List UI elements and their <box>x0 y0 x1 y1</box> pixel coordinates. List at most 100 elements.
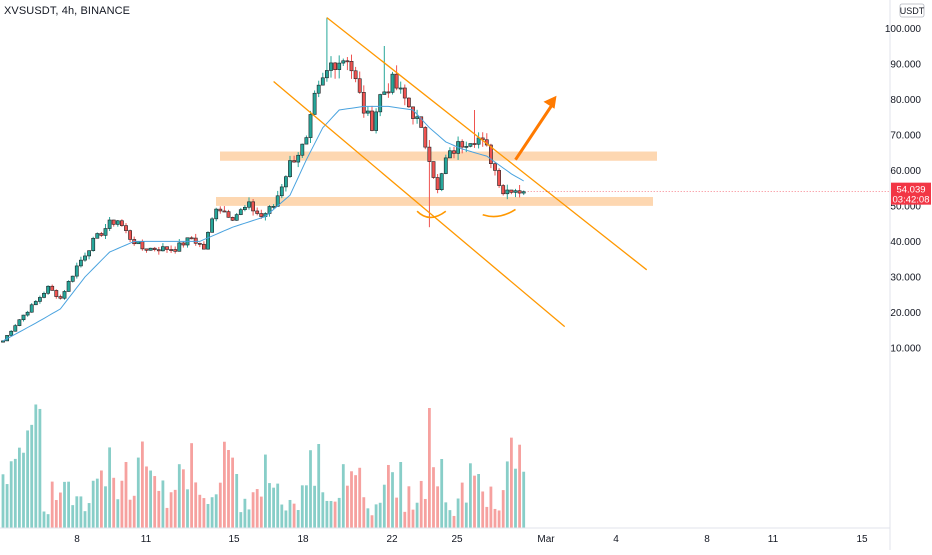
candle <box>497 168 502 188</box>
volume-bar <box>153 476 157 528</box>
candle <box>103 223 108 240</box>
volume-bar <box>317 444 321 528</box>
volume-bar <box>321 492 325 528</box>
volume-bar <box>309 450 312 528</box>
candle <box>197 242 202 248</box>
x-tick-label: 15 <box>856 534 868 545</box>
candle <box>513 188 518 198</box>
candle <box>156 246 161 255</box>
x-tick-label: 4 <box>613 534 619 545</box>
candle <box>308 110 313 143</box>
x-tick-label: 11 <box>768 534 779 545</box>
volume-bar <box>198 494 202 528</box>
volume-bar <box>104 486 107 528</box>
candle <box>312 90 317 115</box>
bottom-curve-2 <box>482 208 516 218</box>
volume-bar <box>514 468 517 528</box>
volume-bar <box>255 489 259 528</box>
candle <box>271 204 276 209</box>
candle <box>70 275 75 283</box>
volume-bar <box>460 482 464 528</box>
candle <box>185 237 190 248</box>
x-tick-label: 8 <box>74 534 80 545</box>
volume-bar <box>149 470 152 528</box>
candle <box>58 294 63 300</box>
volume-bar <box>497 510 501 528</box>
candle <box>394 65 399 91</box>
candle <box>107 216 112 232</box>
volume-bar <box>456 498 460 528</box>
volume-bar <box>214 494 218 528</box>
volume-bar <box>22 452 25 528</box>
candle <box>120 219 124 227</box>
annotation-layer-back <box>216 151 657 206</box>
volume-bar <box>18 447 21 528</box>
volume-bar <box>423 498 427 528</box>
volume-bar <box>124 462 128 528</box>
candle <box>202 241 206 250</box>
volume-bar <box>374 504 378 528</box>
candle <box>357 71 362 94</box>
volume-bar <box>473 475 476 528</box>
candle <box>283 175 288 192</box>
volume-bar <box>13 458 17 528</box>
candle <box>279 183 284 199</box>
y-tick-label: 100.000 <box>885 24 922 35</box>
candle <box>292 155 297 163</box>
candle <box>74 262 79 279</box>
candle <box>193 233 198 246</box>
candle <box>79 256 83 268</box>
volume-bars <box>1 404 526 528</box>
candle <box>54 289 59 299</box>
volume-bar <box>419 480 423 528</box>
candle <box>17 319 22 327</box>
volume-bar <box>235 474 239 528</box>
x-tick-label: Mar <box>537 534 555 545</box>
candle-series <box>1 17 526 343</box>
candle <box>144 248 149 253</box>
breakout-arrow-head <box>543 95 557 109</box>
candle <box>337 55 342 79</box>
candle <box>288 155 292 178</box>
x-tick-label: 8 <box>704 534 710 545</box>
candle <box>402 84 407 106</box>
candle <box>91 236 96 252</box>
candle <box>361 85 366 118</box>
candle <box>365 106 370 116</box>
candle <box>161 243 165 252</box>
candle <box>21 314 26 322</box>
candle <box>423 126 428 150</box>
breakout-arrow-shaft <box>514 101 555 161</box>
volume-bar <box>354 475 357 528</box>
candle <box>415 109 420 124</box>
candle <box>390 71 395 95</box>
y-tick-label: 30.000 <box>890 272 921 283</box>
x-tick-label: 22 <box>386 534 398 545</box>
volume-bar <box>436 486 439 528</box>
candle <box>370 105 374 132</box>
candle <box>37 295 42 304</box>
volume-bar <box>71 505 75 528</box>
y-tick-label: 70.000 <box>890 130 921 141</box>
symbol-header: XVSUSDT, 4h, BINANCE <box>4 5 131 17</box>
candle <box>99 231 104 237</box>
candle <box>206 231 210 250</box>
candle <box>210 217 215 233</box>
volume-bar <box>157 490 161 528</box>
x-tick-label: 11 <box>141 534 152 545</box>
candle <box>29 303 34 313</box>
volume-bar <box>247 509 251 528</box>
candle <box>181 241 186 248</box>
volume-bar <box>46 514 50 528</box>
candle <box>267 205 272 217</box>
candle <box>460 139 465 154</box>
volume-bar <box>407 486 411 528</box>
volume-bar <box>501 490 505 528</box>
volume-bar <box>378 502 382 528</box>
candle <box>218 206 223 214</box>
candle <box>300 143 305 158</box>
volume-bar <box>477 474 480 528</box>
volume-bar <box>190 443 193 528</box>
candle <box>386 83 391 98</box>
